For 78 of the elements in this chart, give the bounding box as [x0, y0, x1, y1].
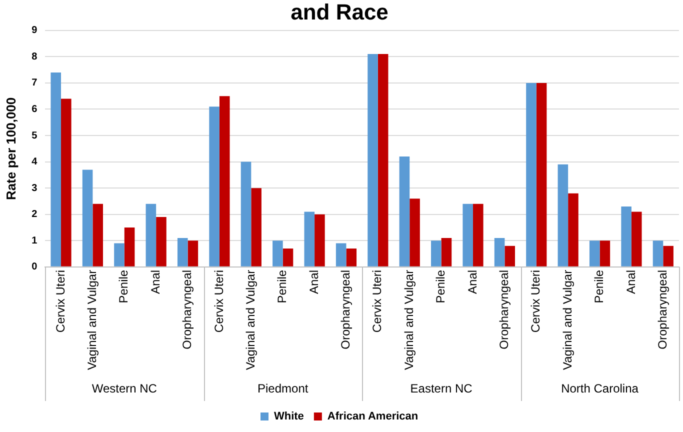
x-tick-label: Anal — [148, 270, 162, 294]
y-tick-label: 8 — [32, 51, 38, 62]
bar — [124, 228, 135, 266]
y-axis-title: Rate per 100,000 — [3, 97, 18, 200]
bar — [600, 240, 610, 266]
x-tick-label: Vaginal and Vulgar — [560, 270, 574, 370]
bar — [251, 188, 262, 266]
text: Eastern NC — [410, 381, 473, 396]
text: North Carolina — [561, 381, 639, 396]
bar — [441, 238, 452, 266]
bar — [240, 162, 252, 266]
bar — [156, 216, 166, 266]
bar — [346, 248, 357, 266]
bar — [92, 204, 103, 266]
x-tick-label: Oropharyngeal — [497, 270, 512, 350]
bar — [663, 246, 674, 266]
x-tick-label: Vaginal and Vulgar — [402, 270, 416, 370]
bar — [50, 72, 62, 266]
y-tick-label: 3 — [32, 182, 38, 194]
bar — [526, 82, 536, 266]
x-tick-label: Anal — [624, 270, 638, 294]
bar — [399, 156, 410, 266]
bar — [336, 243, 346, 266]
y-tick-label: 0 — [32, 262, 38, 273]
bar — [282, 248, 294, 266]
bar — [188, 240, 198, 266]
bar — [410, 198, 420, 266]
x-tick-label: Cervix Uteri — [528, 270, 543, 333]
bar — [219, 96, 230, 266]
y-tick-label: 7 — [32, 78, 38, 89]
bar — [177, 238, 188, 266]
x-tick-label: Anal — [465, 270, 480, 294]
bar — [652, 240, 664, 266]
bar — [378, 54, 388, 266]
x-tick-label: Penile — [275, 270, 290, 304]
y-tick-label: 9 — [32, 25, 38, 36]
y-tick-label: 2 — [32, 209, 38, 220]
bar — [462, 204, 474, 266]
legend-label: White — [274, 410, 304, 423]
x-tick-label: Vaginal and Vulgar — [243, 270, 258, 370]
x-tick-label: Cervix Uteri — [370, 270, 384, 333]
x-tick-label: Penile — [116, 270, 131, 304]
bar — [431, 240, 442, 266]
bar — [473, 204, 484, 266]
text: Western NC — [92, 381, 158, 396]
bar — [589, 240, 600, 266]
bar — [304, 212, 315, 266]
bar — [558, 164, 568, 266]
bar — [568, 193, 578, 266]
bar — [314, 214, 325, 266]
x-tick-label: Oropharyngeal — [180, 270, 194, 350]
x-tick-label: Anal — [306, 270, 321, 294]
bar — [114, 243, 124, 266]
chart-title: and Race — [290, 0, 388, 24]
bar — [494, 238, 505, 266]
x-tick-label: Oropharyngeal — [338, 270, 353, 350]
x-tick-label: Cervix Uteri — [212, 270, 226, 333]
text: Piedmont — [258, 381, 309, 396]
bar — [621, 206, 632, 266]
x-tick-label: Penile — [592, 270, 606, 304]
bar — [631, 212, 642, 266]
bar — [61, 98, 72, 266]
y-tick-label: 1 — [32, 235, 38, 246]
bar — [368, 54, 378, 266]
y-tick-label: 4 — [32, 156, 38, 168]
x-tick-label: Oropharyngeal — [655, 270, 670, 350]
y-tick-label: 5 — [32, 130, 38, 142]
bar — [209, 106, 220, 266]
x-tick-label: Penile — [434, 270, 448, 304]
bar — [536, 82, 547, 266]
x-tick-label: Cervix Uteri — [53, 270, 68, 333]
bar — [504, 246, 515, 266]
bar — [272, 240, 283, 266]
x-tick-label: Vaginal and Vulgar — [85, 270, 100, 370]
bar — [82, 170, 93, 266]
legend-label: African American — [327, 410, 418, 423]
bar — [146, 204, 156, 266]
y-tick-label: 6 — [32, 104, 38, 115]
